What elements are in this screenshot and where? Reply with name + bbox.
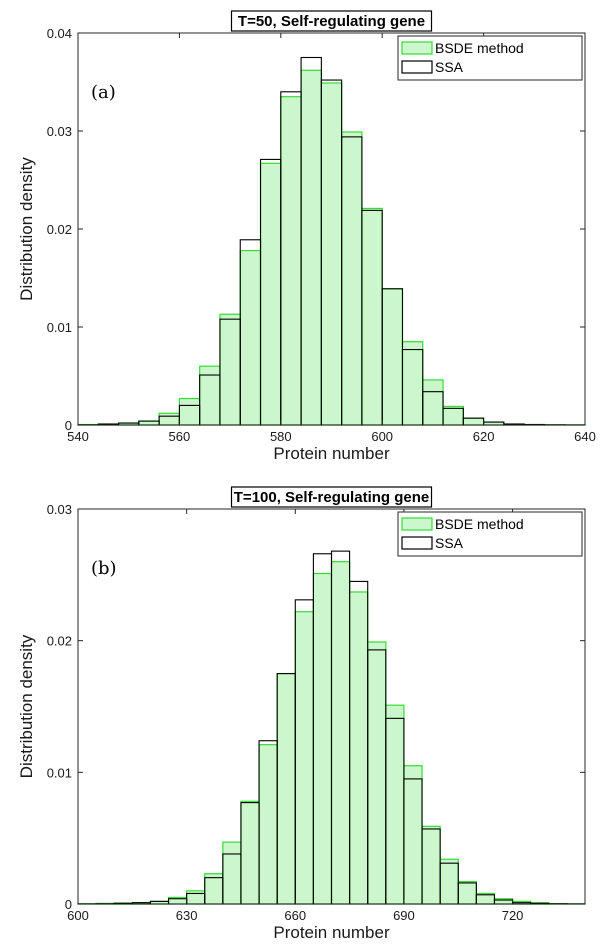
y-axis-label: Distribution density bbox=[17, 157, 36, 301]
bsde-bar bbox=[349, 591, 369, 905]
x-tick-label: 600 bbox=[371, 429, 393, 444]
x-tick-label: 560 bbox=[169, 429, 191, 444]
bsde-bar bbox=[320, 82, 343, 426]
bsde-bar bbox=[178, 397, 201, 426]
bsde-bar bbox=[186, 890, 206, 905]
y-tick-label: 0 bbox=[65, 418, 72, 433]
bsde-bar bbox=[421, 825, 441, 905]
bsde-bar bbox=[381, 288, 404, 426]
x-tick-label: 620 bbox=[473, 429, 495, 444]
chart-title: T=100, Self-regulating gene bbox=[234, 489, 429, 506]
y-tick-label: 0.03 bbox=[47, 502, 72, 517]
bsde-bar bbox=[276, 672, 296, 905]
legend-label-ssa: SSA bbox=[435, 535, 464, 551]
x-tick-label: 540 bbox=[67, 429, 89, 444]
legend-label-bsde: BSDE method bbox=[435, 516, 524, 532]
x-tick-label: 630 bbox=[176, 908, 198, 923]
bsde-bar bbox=[239, 249, 262, 426]
x-tick-label: 690 bbox=[393, 908, 415, 923]
bsde-bar bbox=[300, 69, 322, 426]
axes-frame bbox=[77, 508, 586, 905]
legend-swatch-ssa bbox=[401, 60, 433, 74]
bsde-bar bbox=[422, 379, 444, 426]
bsde-bar bbox=[439, 858, 459, 905]
legend-swatch-bsde bbox=[401, 517, 433, 531]
y-tick-label: 0.02 bbox=[47, 634, 72, 649]
y-tick-label: 0.04 bbox=[47, 26, 72, 41]
legend-swatch-ssa bbox=[401, 536, 433, 550]
x-tick-label: 640 bbox=[574, 429, 596, 444]
x-tick-label: 660 bbox=[284, 908, 306, 923]
bsde-bar bbox=[280, 96, 302, 426]
x-tick-label: 580 bbox=[270, 429, 292, 444]
bsde-bar bbox=[341, 131, 363, 426]
bsde-bar bbox=[258, 744, 278, 905]
bsde-bar bbox=[442, 405, 464, 426]
panel-b: 600 630 660 690 720 0 0.01 0.02 0.03 Protein numb… bbox=[17, 486, 586, 942]
y-tick-label: 0.03 bbox=[47, 124, 72, 139]
panel-label: (a) bbox=[91, 82, 116, 103]
bsde-bar bbox=[138, 420, 160, 426]
y-axis-label: Distribution density bbox=[17, 634, 36, 778]
chart-title: T=50, Self-regulating gene bbox=[238, 13, 425, 30]
x-tick-label: 720 bbox=[502, 908, 524, 923]
panel-label: (b) bbox=[91, 558, 117, 579]
title-box bbox=[230, 486, 433, 508]
panel-a: 540 560 580 600 620 640 0 0.01 0.02 0.03 0.04 Prote… bbox=[17, 10, 596, 463]
bsde-bar bbox=[385, 704, 405, 905]
legend-label-bsde: BSDE method bbox=[435, 40, 524, 56]
x-tick-label: 600 bbox=[67, 908, 89, 923]
x-axis-label: Protein number bbox=[273, 444, 390, 463]
y-tick-label: 0 bbox=[65, 897, 72, 912]
bsde-bar bbox=[158, 412, 180, 426]
bsde-bar bbox=[294, 611, 314, 905]
bsde-bar bbox=[240, 800, 260, 905]
bsde-bar bbox=[219, 313, 241, 426]
bsde-bar bbox=[361, 207, 383, 426]
y-tick-label: 0.01 bbox=[47, 765, 72, 780]
y-tick-label: 0.02 bbox=[47, 222, 72, 237]
bsde-bar bbox=[312, 572, 333, 905]
title-box bbox=[230, 10, 433, 32]
bsde-bar bbox=[462, 417, 485, 426]
x-axis-label: Protein number bbox=[273, 923, 390, 942]
legend-swatch-bsde bbox=[401, 41, 433, 55]
bsde-bar bbox=[367, 641, 387, 905]
bsde-bar bbox=[403, 765, 423, 905]
bsde-bar bbox=[222, 841, 242, 905]
y-tick-label: 0.01 bbox=[47, 320, 72, 335]
legend-label-ssa: SSA bbox=[435, 59, 464, 75]
bsde-bar bbox=[401, 341, 424, 426]
bsde-bar bbox=[330, 561, 351, 905]
bsde-bar bbox=[457, 881, 477, 905]
bsde-bar bbox=[204, 873, 224, 905]
bsde-bar bbox=[259, 162, 282, 426]
